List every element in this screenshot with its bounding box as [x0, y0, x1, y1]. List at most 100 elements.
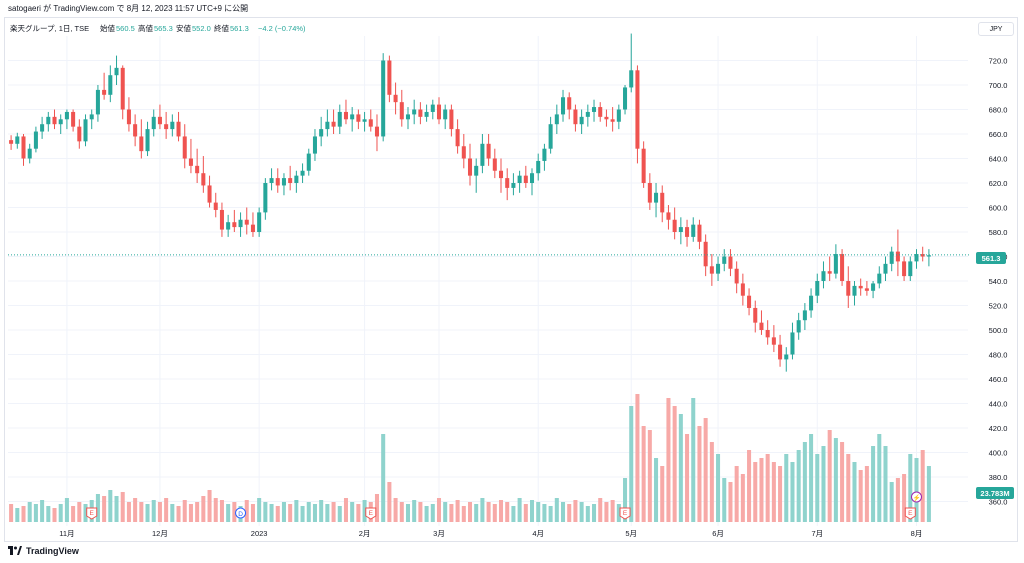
- volume-bar[interactable]: [182, 500, 187, 522]
- volume-bar[interactable]: [592, 504, 597, 522]
- volume-bar[interactable]: [170, 504, 175, 522]
- candle[interactable]: [641, 141, 646, 188]
- volume-bar[interactable]: [430, 504, 435, 522]
- candle[interactable]: [623, 85, 628, 115]
- volume-bar[interactable]: [641, 426, 646, 522]
- volume-bar[interactable]: [188, 504, 193, 522]
- volume-bar[interactable]: [740, 474, 745, 522]
- candle[interactable]: [319, 116, 324, 147]
- volume-bar[interactable]: [443, 502, 448, 522]
- volume-bar[interactable]: [852, 462, 857, 522]
- candle[interactable]: [666, 205, 671, 230]
- volume-bar[interactable]: [914, 458, 919, 522]
- volume-bar[interactable]: [623, 478, 628, 522]
- volume-bar[interactable]: [902, 474, 907, 522]
- volume-bar[interactable]: [728, 482, 733, 522]
- candle[interactable]: [139, 119, 144, 159]
- candle[interactable]: [443, 104, 448, 130]
- candle[interactable]: [164, 111, 169, 139]
- candle[interactable]: [424, 104, 429, 122]
- volume-bar[interactable]: [492, 504, 497, 522]
- volume-bar[interactable]: [753, 462, 758, 522]
- volume-bar[interactable]: [145, 504, 150, 522]
- volume-bar[interactable]: [616, 504, 621, 522]
- candle[interactable]: [374, 114, 379, 152]
- candle[interactable]: [312, 129, 317, 161]
- volume-bar[interactable]: [412, 500, 417, 522]
- volume-bar[interactable]: [864, 466, 869, 522]
- volume-bar[interactable]: [306, 502, 311, 522]
- candle[interactable]: [368, 109, 373, 132]
- candle[interactable]: [579, 109, 584, 135]
- candle[interactable]: [306, 148, 311, 176]
- candle[interactable]: [15, 132, 20, 149]
- volume-bar[interactable]: [486, 502, 491, 522]
- volume-bar[interactable]: [151, 500, 156, 522]
- volume-bar[interactable]: [660, 466, 665, 522]
- volume-bar[interactable]: [64, 498, 69, 522]
- candle[interactable]: [567, 92, 572, 120]
- candle[interactable]: [486, 134, 491, 166]
- candle[interactable]: [343, 99, 348, 125]
- candle[interactable]: [740, 273, 745, 306]
- volume-bar[interactable]: [257, 498, 262, 522]
- candle[interactable]: [213, 192, 218, 218]
- volume-bar[interactable]: [654, 458, 659, 522]
- volume-bar[interactable]: [604, 502, 609, 522]
- candle[interactable]: [170, 114, 175, 137]
- candle[interactable]: [201, 156, 206, 193]
- volume-bar[interactable]: [796, 450, 801, 522]
- volume-bar[interactable]: [71, 506, 76, 522]
- candle[interactable]: [511, 173, 516, 196]
- volume-bar[interactable]: [52, 508, 57, 522]
- candle[interactable]: [294, 170, 299, 193]
- candle[interactable]: [412, 99, 417, 125]
- candle[interactable]: [176, 111, 181, 142]
- candle[interactable]: [71, 109, 76, 132]
- candle[interactable]: [21, 134, 26, 166]
- volume-bar[interactable]: [331, 502, 336, 522]
- candle[interactable]: [399, 89, 404, 127]
- volume-bar[interactable]: [455, 500, 460, 522]
- candle[interactable]: [288, 165, 293, 191]
- volume-bar[interactable]: [126, 502, 131, 522]
- volume-bar[interactable]: [275, 506, 280, 522]
- candle[interactable]: [709, 254, 714, 286]
- currency-button[interactable]: JPY: [978, 22, 1014, 36]
- candle[interactable]: [548, 116, 553, 154]
- volume-bar[interactable]: [232, 502, 237, 522]
- volume-bar[interactable]: [449, 504, 454, 522]
- volume-bar[interactable]: [399, 502, 404, 522]
- candle[interactable]: [195, 148, 200, 183]
- candle[interactable]: [52, 109, 57, 130]
- candle[interactable]: [27, 143, 32, 164]
- candle[interactable]: [790, 322, 795, 360]
- split-marker[interactable]: ⚡: [910, 491, 922, 503]
- candle[interactable]: [387, 55, 392, 103]
- candle[interactable]: [133, 114, 138, 147]
- volume-bar[interactable]: [9, 504, 14, 522]
- volume-bar[interactable]: [40, 500, 45, 522]
- candle[interactable]: [498, 158, 504, 193]
- volume-bar[interactable]: [467, 502, 473, 522]
- candle[interactable]: [77, 119, 82, 149]
- volume-bar[interactable]: [883, 446, 888, 522]
- volume-bar[interactable]: [554, 498, 559, 522]
- volume-bar[interactable]: [58, 504, 63, 522]
- candle[interactable]: [449, 104, 454, 137]
- candle[interactable]: [747, 288, 752, 316]
- volume-bar[interactable]: [523, 504, 528, 522]
- candle[interactable]: [858, 278, 863, 296]
- candle[interactable]: [455, 119, 460, 154]
- volume-bar[interactable]: [250, 504, 255, 522]
- candle[interactable]: [561, 89, 566, 122]
- volume-bar[interactable]: [33, 504, 38, 522]
- volume-bar[interactable]: [226, 504, 231, 522]
- candle[interactable]: [585, 104, 590, 127]
- volume-bar[interactable]: [678, 414, 683, 522]
- volume-bar[interactable]: [666, 398, 671, 522]
- candle[interactable]: [40, 116, 45, 139]
- candle[interactable]: [678, 217, 683, 245]
- candle[interactable]: [461, 134, 466, 169]
